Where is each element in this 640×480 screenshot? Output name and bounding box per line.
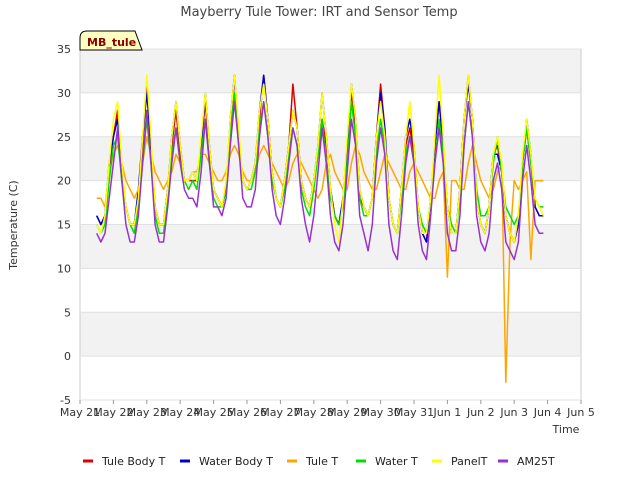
x-tick-label: May 24 (160, 406, 200, 419)
x-tick-label: May 26 (227, 406, 267, 419)
x-tick-label: Jun 2 (466, 406, 495, 419)
x-tick-label: May 22 (93, 406, 133, 419)
legend-label: Tule Body T (101, 455, 166, 468)
series-lines (96, 74, 545, 384)
y-tick-label: 20 (57, 175, 71, 188)
plot-band (80, 49, 581, 93)
x-tick-label: May 25 (193, 406, 233, 419)
x-tick-label: May 23 (127, 406, 167, 419)
y-tick-label: 35 (57, 43, 71, 56)
legend-label: AM25T (517, 455, 555, 468)
y-axis-label: Temperature (C) (7, 180, 20, 270)
plot-band (80, 356, 581, 400)
x-tick-label: May 31 (394, 406, 434, 419)
legend-label: Water Body T (199, 455, 273, 468)
x-tick-label: May 29 (327, 406, 367, 419)
x-tick-label: May 21 (60, 406, 100, 419)
legend-item: AM25T (498, 455, 555, 468)
legend-item: PanelT (432, 455, 488, 468)
y-tick-label: 25 (57, 131, 71, 144)
series-line-panelt (96, 74, 545, 243)
badge-label: MB_tule (87, 36, 136, 49)
plot-band (80, 312, 581, 357)
y-tick-label: 5 (64, 306, 71, 319)
y-tick-label: 15 (57, 219, 71, 232)
x-tick-label: May 30 (360, 406, 400, 419)
legend-label: PanelT (451, 455, 488, 468)
plot-band (80, 92, 581, 137)
legend: Tule Body T Water Body T Tule T Water T Pane… (83, 455, 555, 468)
legend-item: Tule Body T (83, 455, 166, 468)
plot-band (80, 224, 581, 269)
legend-label: Tule T (305, 455, 338, 468)
y-tick-label: 0 (64, 350, 71, 363)
plot-band (80, 268, 581, 313)
x-tick-label: Jun 4 (533, 406, 562, 419)
x-tick-label: Jun 5 (566, 406, 595, 419)
x-tick-label: May 27 (260, 406, 300, 419)
series-line-am25t (96, 100, 544, 261)
badge-shape (79, 30, 143, 51)
legend-item: Water Body T (180, 455, 273, 468)
x-tick-label: Jun 3 (499, 406, 528, 419)
y-tick-label: -5 (60, 394, 71, 407)
legend-item: Water T (356, 455, 418, 468)
plot-band (80, 136, 581, 181)
x-axis-label: Time (552, 423, 580, 436)
mb-tule-badge: MB_tule (79, 30, 143, 51)
x-tick-label: May 28 (294, 406, 334, 419)
legend-label: Water T (375, 455, 418, 468)
y-axis: -5 0 5 10 15 20 25 30 35 (57, 43, 581, 407)
legend-item: Tule T (287, 455, 338, 468)
y-tick-label: 30 (57, 87, 71, 100)
y-tick-label: 10 (57, 262, 71, 275)
x-tick-label: Jun 1 (433, 406, 462, 419)
chart-title: Mayberry Tule Tower: IRT and Sensor Temp (180, 5, 457, 20)
